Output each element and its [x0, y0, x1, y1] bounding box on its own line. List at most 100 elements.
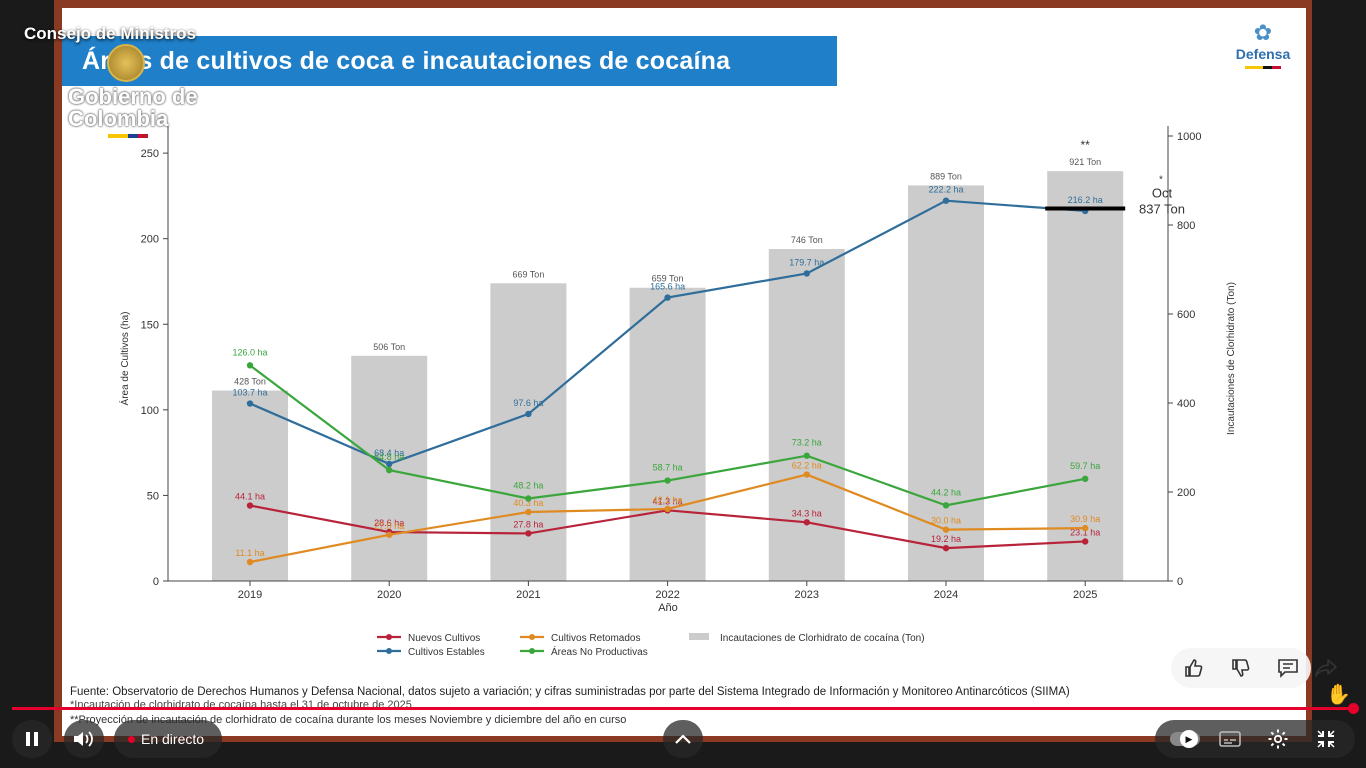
defensa-logo-text: Defensa	[1235, 46, 1291, 62]
slide-title: Áreas de cultivos de coca e incautacione…	[82, 47, 731, 75]
point-label--reas-no-productivas-2020: 64.8 ha	[374, 452, 404, 462]
point-label-cultivos-estables-2023: 179.7 ha	[789, 257, 824, 267]
channel-title[interactable]: Consejo de Ministros	[24, 24, 196, 43]
comment-icon[interactable]	[1273, 653, 1303, 683]
legend-marker--reas-no-productivas	[529, 648, 535, 654]
bar-label-2025: 921 Ton	[1069, 157, 1101, 167]
x-tick-label-2023: 2023	[795, 589, 819, 601]
projection-mark: **	[1081, 138, 1091, 152]
expand-button[interactable]	[663, 720, 703, 758]
point--reas-no-productivas-2025	[1082, 475, 1089, 483]
y2-tick-label-800: 800	[1177, 220, 1195, 232]
volume-icon	[74, 731, 93, 747]
bar-label-2023: 746 Ton	[791, 235, 823, 245]
point-label--reas-no-productivas-2025: 59.7 ha	[1070, 461, 1100, 471]
defensa-logo: ✿ Defensa	[1228, 20, 1298, 69]
point-nuevos-cultivos-2021	[525, 530, 532, 537]
presentation-slide: Áreas de cultivos de coca e incautacione…	[62, 8, 1306, 736]
gobierno-logo-text: Gobierno de Colombia	[68, 84, 198, 131]
source-text: Fuente: Observatorio de Derechos Humanos…	[70, 686, 1070, 698]
thumbs-down-icon[interactable]	[1226, 653, 1256, 683]
bar-label-2021: 669 Ton	[512, 269, 544, 279]
legend-label-cultivos-estables: Cultivos Estables	[408, 647, 485, 658]
pause-button[interactable]	[12, 720, 52, 758]
x-axis-label: Año	[658, 602, 678, 614]
point-cultivos-retomados-2023	[803, 471, 810, 478]
fullscreen-exit-button[interactable]	[1308, 720, 1344, 758]
point-label-cultivos-estables-2021: 97.6 ha	[513, 398, 543, 408]
bar-2024	[908, 185, 984, 581]
point-label-nuevos-cultivos-2021: 27.8 ha	[513, 519, 543, 529]
y2-tick-label-1000: 1000	[1177, 131, 1201, 143]
coat-of-arms-icon	[107, 44, 145, 82]
gobierno-logo: Gobierno de Colombia	[68, 86, 198, 130]
y2-tick-label-200: 200	[1177, 487, 1195, 499]
point-label-cultivos-retomados-2021: 40.3 ha	[513, 498, 543, 508]
point-cultivos-retomados-2019	[246, 558, 254, 566]
pause-icon	[26, 732, 38, 746]
thumbs-up-icon[interactable]	[1179, 653, 1209, 683]
bar-label-2020: 506 Ton	[373, 342, 405, 352]
y-tick-label-200: 200	[141, 234, 159, 246]
oct-value-label: 837 Ton	[1139, 202, 1185, 217]
y2-tick-label-600: 600	[1177, 309, 1195, 321]
captions-button[interactable]	[1212, 720, 1248, 758]
autoplay-toggle-icon[interactable]: ▶	[1180, 730, 1198, 748]
point-label-cultivos-retomados-2025: 30.9 ha	[1070, 514, 1100, 524]
bar-label-2024: 889 Ton	[930, 171, 962, 181]
legend-label-nuevos-cultivos: Nuevos Cultivos	[408, 633, 480, 644]
point-label-cultivos-retomados-2022: 42.1 ha	[653, 495, 683, 505]
title-banner: Áreas de cultivos de coca e incautacione…	[62, 36, 837, 86]
y-axis-label: Área de Cultivos (ha)	[118, 312, 131, 406]
y2-tick-label-0: 0	[1177, 576, 1183, 588]
bar-2019	[212, 390, 288, 581]
bar-2025	[1047, 171, 1124, 581]
y-tick-label-50: 50	[147, 490, 159, 502]
point-label--reas-no-productivas-2023: 73.2 ha	[792, 438, 822, 448]
live-indicator[interactable]: En directo	[114, 720, 223, 758]
x-tick-label-2024: 2024	[934, 589, 958, 601]
y-tick-label-100: 100	[141, 405, 159, 417]
oct-mark: *	[1159, 175, 1163, 186]
legend-swatch-incautaciones-de-clorhidrato-de-coca-na-ton-	[689, 633, 709, 640]
legend-label-cultivos-retomados: Cultivos Retomados	[551, 633, 640, 644]
action-bar	[1171, 648, 1311, 688]
point-label-nuevos-cultivos-2020: 28.6 ha	[374, 518, 404, 528]
point--reas-no-productivas-2022	[664, 477, 671, 484]
point-nuevos-cultivos-2023	[803, 519, 810, 526]
share-icon[interactable]	[1310, 652, 1342, 684]
point-nuevos-cultivos-2024	[942, 544, 950, 552]
progress-scrubber[interactable]	[1348, 703, 1359, 714]
captions-icon	[1219, 731, 1241, 747]
defensa-stripe	[1245, 66, 1281, 69]
chevron-up-icon	[675, 734, 691, 744]
live-dot-icon	[128, 735, 135, 743]
bar-label-2022: 659 Ton	[652, 274, 684, 284]
point--reas-no-productivas-2019	[246, 362, 254, 369]
settings-button[interactable]	[1260, 720, 1296, 758]
legend-marker-cultivos-estables	[386, 648, 392, 654]
fullscreen-exit-icon	[1317, 730, 1335, 748]
point-cultivos-retomados-2020	[386, 531, 393, 538]
point-label-nuevos-cultivos-2024: 19.2 ha	[931, 534, 961, 544]
legend-label--reas-no-productivas: Áreas No Productivas	[551, 645, 648, 658]
point-cultivos-estables-2022	[664, 294, 671, 301]
oct-label: Oct	[1152, 186, 1173, 201]
point-label--reas-no-productivas-2021: 48.2 ha	[513, 481, 543, 491]
point-label-cultivos-estables-2019: 103.7 ha	[232, 388, 267, 398]
y2-tick-label-400: 400	[1177, 398, 1195, 410]
point-label-nuevos-cultivos-2022: 41.3 ha	[653, 496, 683, 506]
live-label: En directo	[141, 731, 205, 747]
y-tick-label-150: 150	[141, 319, 159, 331]
y2-axis-label: Incautaciones de Clorhidrato (Ton)	[1226, 282, 1237, 435]
gear-icon	[1268, 729, 1288, 749]
point-cultivos-retomados-2022	[664, 505, 671, 513]
point-cultivos-retomados-2021	[525, 508, 532, 516]
progress-bar[interactable]	[12, 707, 1354, 710]
volume-button[interactable]	[64, 720, 104, 758]
point-label-cultivos-retomados-2019: 11.1 ha	[235, 548, 264, 558]
x-tick-label-2025: 2025	[1073, 589, 1097, 601]
point-label-cultivos-retomados-2023: 62.2 ha	[792, 461, 822, 471]
point-cultivos-estables-2024	[942, 197, 950, 204]
x-tick-label-2021: 2021	[516, 589, 540, 601]
